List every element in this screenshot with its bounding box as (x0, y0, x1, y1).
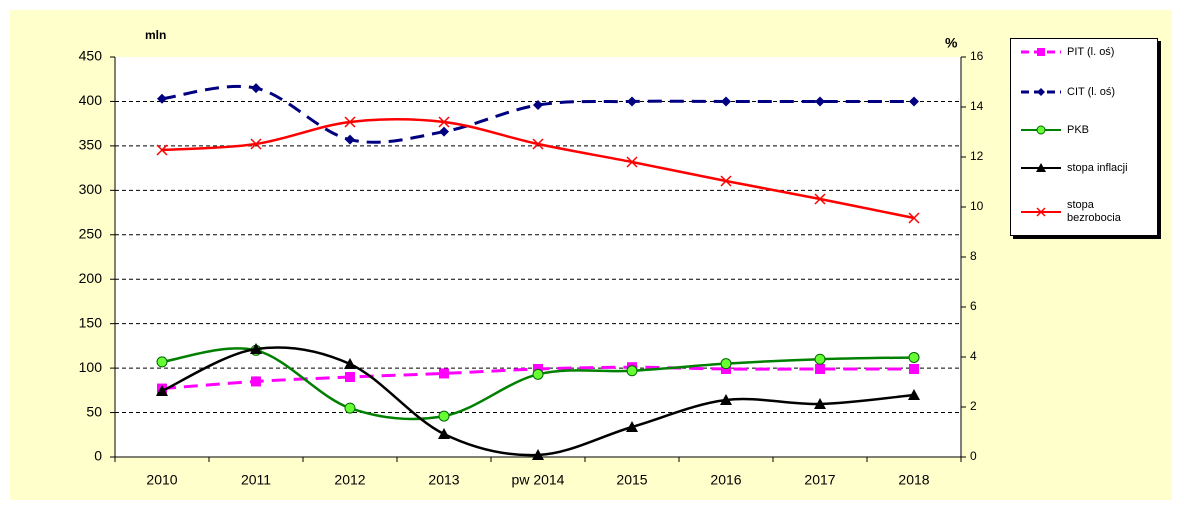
legend-label: CIT (l. oś) (1067, 85, 1116, 98)
marker (344, 116, 356, 128)
y-tick-label: 100 (79, 359, 103, 375)
plot-area (115, 57, 961, 457)
x-tick-label: 2018 (898, 472, 929, 488)
marker (1037, 48, 1045, 56)
y-tick-label: 200 (79, 270, 103, 286)
y2-tick-label: 10 (970, 199, 984, 213)
marker (721, 96, 731, 107)
x-tick-label: 2011 (241, 472, 271, 488)
marker (345, 372, 355, 382)
marker (627, 96, 637, 107)
marker (1036, 125, 1046, 135)
legend-item: PIT (l. oś) (1019, 45, 1147, 59)
marker (814, 193, 826, 205)
marker (250, 343, 262, 354)
y2-tick-label: 0 (970, 449, 977, 463)
marker (156, 356, 168, 368)
legend-swatch (1021, 125, 1061, 135)
x-tick-label: 2012 (334, 472, 365, 488)
legend-swatch (1021, 88, 1061, 96)
y-tick-label: 300 (79, 181, 103, 197)
marker (814, 398, 826, 409)
series-line (161, 84, 914, 144)
x-tick-label: 2016 (710, 472, 741, 488)
legend-item: stopa inflacji (1019, 161, 1147, 175)
marker (1036, 163, 1046, 172)
x-tick-label: 2010 (146, 472, 177, 488)
y-tick-label: 450 (79, 48, 103, 64)
marker (908, 351, 920, 363)
legend-label: stopa bezrobocia (1067, 199, 1121, 224)
y-tick-label: 250 (79, 225, 103, 241)
marker (157, 93, 167, 104)
legend-label: stopa inflacji (1067, 161, 1128, 174)
marker (720, 394, 732, 405)
marker (626, 421, 638, 432)
y-axis-label: mln (145, 28, 166, 42)
legend-swatch (1021, 48, 1061, 56)
marker (532, 368, 544, 380)
x-tick-label: pw 2014 (512, 472, 565, 488)
marker (439, 368, 449, 379)
marker (532, 138, 544, 150)
marker (626, 156, 638, 168)
legend-item: PKB (1019, 123, 1147, 137)
y-tick-label: 150 (79, 314, 103, 330)
legend-label: PKB (1067, 123, 1090, 136)
marker (438, 428, 450, 439)
marker (532, 449, 544, 460)
y2-tick-label: 2 (970, 399, 977, 413)
marker (720, 358, 732, 370)
legend-swatch (1021, 207, 1061, 217)
legend-item: CIT (l. oś) (1019, 85, 1147, 99)
marker (814, 353, 826, 365)
legend-swatch (1021, 163, 1061, 172)
marker (438, 116, 450, 128)
marker (251, 376, 261, 387)
marker (908, 212, 920, 224)
marker (438, 410, 450, 422)
y-tick-label: 0 (94, 448, 102, 464)
y2-tick-label: 8 (970, 249, 977, 263)
marker (251, 83, 261, 94)
marker (908, 389, 920, 400)
marker (156, 385, 168, 396)
y-tick-label: 400 (79, 92, 103, 108)
y2-tick-label: 6 (970, 299, 977, 313)
y2-tick-label: 4 (970, 349, 977, 363)
legend: PIT (l. oś) CIT (l. oś) PKB stopa inflacji s… (1010, 38, 1158, 236)
marker (909, 96, 919, 107)
legend-item: stopa bezrobocia (1019, 199, 1147, 225)
y2-axis-label: % (945, 35, 958, 51)
marker (720, 175, 732, 187)
x-tick-label: 2013 (428, 472, 459, 488)
legend-label: PIT (l. oś) (1067, 45, 1115, 58)
y2-tick-label: 12 (970, 149, 984, 163)
y-tick-label: 350 (79, 137, 103, 153)
marker (1037, 88, 1045, 96)
marker (533, 100, 543, 110)
marker (626, 365, 638, 377)
y2-tick-label: 14 (970, 99, 984, 113)
y2-tick-label: 16 (970, 49, 984, 63)
marker (439, 126, 449, 137)
marker (815, 364, 825, 374)
marker (909, 364, 919, 374)
y-tick-label: 50 (86, 403, 102, 419)
marker (815, 96, 825, 107)
marker (250, 138, 262, 150)
marker (344, 402, 356, 414)
marker (344, 358, 356, 369)
marker (156, 144, 168, 156)
x-tick-label: 2015 (616, 472, 647, 488)
marker (345, 134, 355, 145)
marker (1036, 207, 1046, 217)
x-tick-label: 2017 (804, 472, 835, 488)
